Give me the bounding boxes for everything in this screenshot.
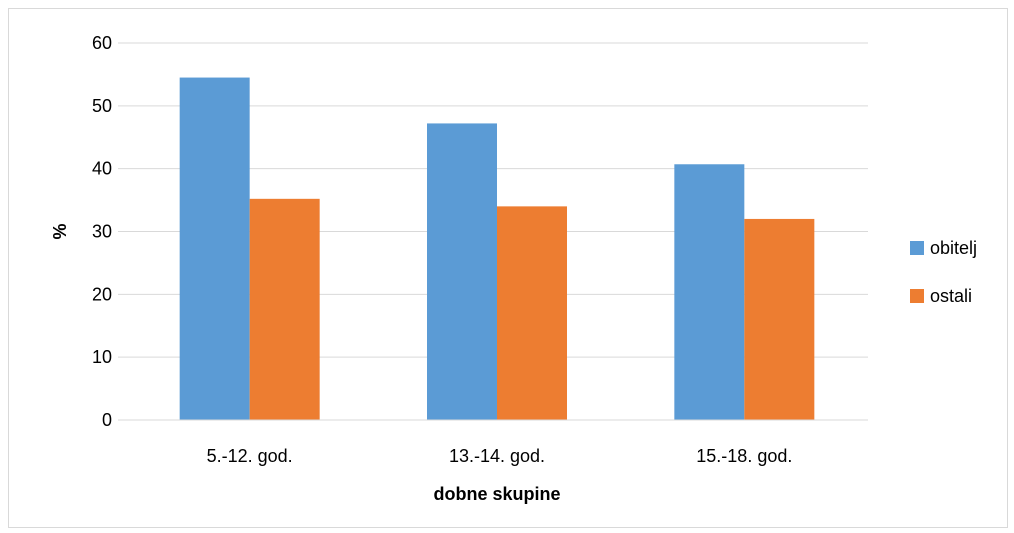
- bar-ostali-1: [249, 198, 320, 420]
- y-tick-label: 10: [92, 347, 112, 367]
- y-axis-ticks: 0 10 20 30 40 50 60: [92, 33, 112, 430]
- y-tick-label: 20: [92, 284, 112, 304]
- bar-obitelj-1: [179, 77, 250, 420]
- y-tick-label: 0: [102, 410, 112, 430]
- y-tick-label: 60: [92, 33, 112, 53]
- bar-obitelj-3: [674, 164, 745, 420]
- legend-label-obitelj: obitelj: [930, 238, 977, 258]
- y-tick-label: 40: [92, 159, 112, 179]
- legend-label-ostali: ostali: [930, 286, 972, 306]
- bar-ostali-2: [497, 206, 567, 420]
- y-axis-title: %: [50, 223, 70, 239]
- bar-ostali-3: [744, 218, 815, 420]
- x-axis-ticks: 5.-12. god. 13.-14. god. 15.-18. god.: [207, 446, 793, 466]
- legend-swatch-ostali: [910, 289, 924, 303]
- bars: [179, 77, 815, 420]
- y-tick-label: 30: [92, 222, 112, 242]
- bar-obitelj-2: [427, 123, 497, 420]
- x-axis-title: dobne skupine: [433, 484, 560, 504]
- legend-swatch-obitelj: [910, 241, 924, 255]
- legend: obitelj ostali: [910, 238, 977, 306]
- x-tick-label: 15.-18. god.: [696, 446, 792, 466]
- x-tick-label: 13.-14. god.: [449, 446, 545, 466]
- y-tick-label: 50: [92, 96, 112, 116]
- x-tick-label: 5.-12. god.: [207, 446, 293, 466]
